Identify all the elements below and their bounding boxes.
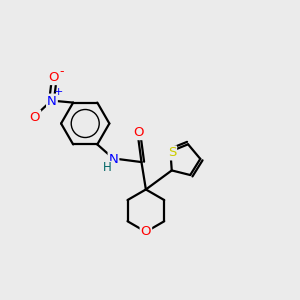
Text: O: O bbox=[133, 126, 144, 139]
Text: N: N bbox=[47, 94, 57, 108]
Text: -: - bbox=[59, 65, 64, 78]
Text: O: O bbox=[141, 225, 151, 239]
Text: S: S bbox=[168, 146, 176, 159]
Text: +: + bbox=[54, 87, 63, 97]
Text: N: N bbox=[109, 153, 118, 166]
Text: H: H bbox=[103, 161, 111, 175]
Text: O: O bbox=[48, 71, 59, 84]
Text: O: O bbox=[30, 110, 40, 124]
